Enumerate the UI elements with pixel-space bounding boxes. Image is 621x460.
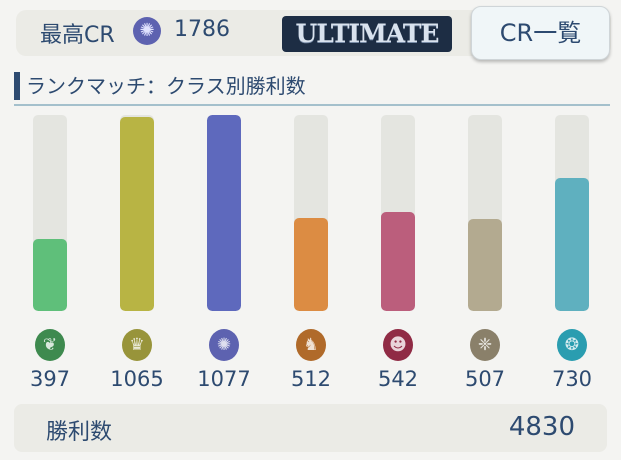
- star-icon: ✺: [209, 329, 239, 361]
- leaf-icon: ❦: [35, 329, 65, 361]
- crown-icon: ♛: [122, 329, 152, 361]
- bar-track-sword: [120, 115, 154, 311]
- total-wins-value: 4830: [508, 412, 575, 442]
- bar-haven: [207, 115, 241, 311]
- bar-track-dragon: [294, 115, 328, 311]
- data-label-sword: 1065: [110, 367, 164, 391]
- bar-track-portal-wing: [468, 115, 502, 311]
- demon-icon: ☻: [383, 329, 413, 361]
- gear-icon: ❂: [557, 329, 587, 361]
- bar-track-portal: [555, 115, 589, 311]
- divider: [14, 104, 610, 106]
- haven-class-icon: ✺: [133, 17, 161, 45]
- data-label-dragon: 512: [290, 367, 332, 391]
- bar-track-forest: [33, 115, 67, 311]
- bar-dragon: [294, 217, 328, 311]
- bar-track-haven: [207, 115, 241, 311]
- data-label-forest: 397: [29, 367, 71, 391]
- bar-track-abyss: [381, 115, 415, 311]
- wings-icon: ❈: [470, 329, 500, 361]
- data-label-portal-wing: 507: [464, 367, 506, 391]
- data-label-abyss: 542: [377, 367, 419, 391]
- section-title: ランクマッチ：クラス別勝利数: [14, 72, 306, 100]
- bar-portal-wing: [468, 218, 502, 311]
- max-cr-value: 1786: [174, 17, 230, 42]
- bar-forest: [33, 238, 67, 311]
- ultimate-rank-logo: ULTIMATE: [282, 16, 452, 52]
- bar-sword: [120, 117, 154, 311]
- data-label-haven: 1077: [197, 367, 251, 391]
- total-wins-label: 勝利数: [46, 420, 113, 445]
- bar-portal: [555, 178, 589, 311]
- data-label-portal: 730: [551, 367, 593, 391]
- total-wins-panel: [14, 404, 607, 452]
- bar-abyss: [381, 212, 415, 311]
- cr-list-button[interactable]: CR一覧: [471, 6, 610, 60]
- max-cr-label: 最高CR: [40, 23, 115, 48]
- dragon-icon: ♞: [296, 329, 326, 361]
